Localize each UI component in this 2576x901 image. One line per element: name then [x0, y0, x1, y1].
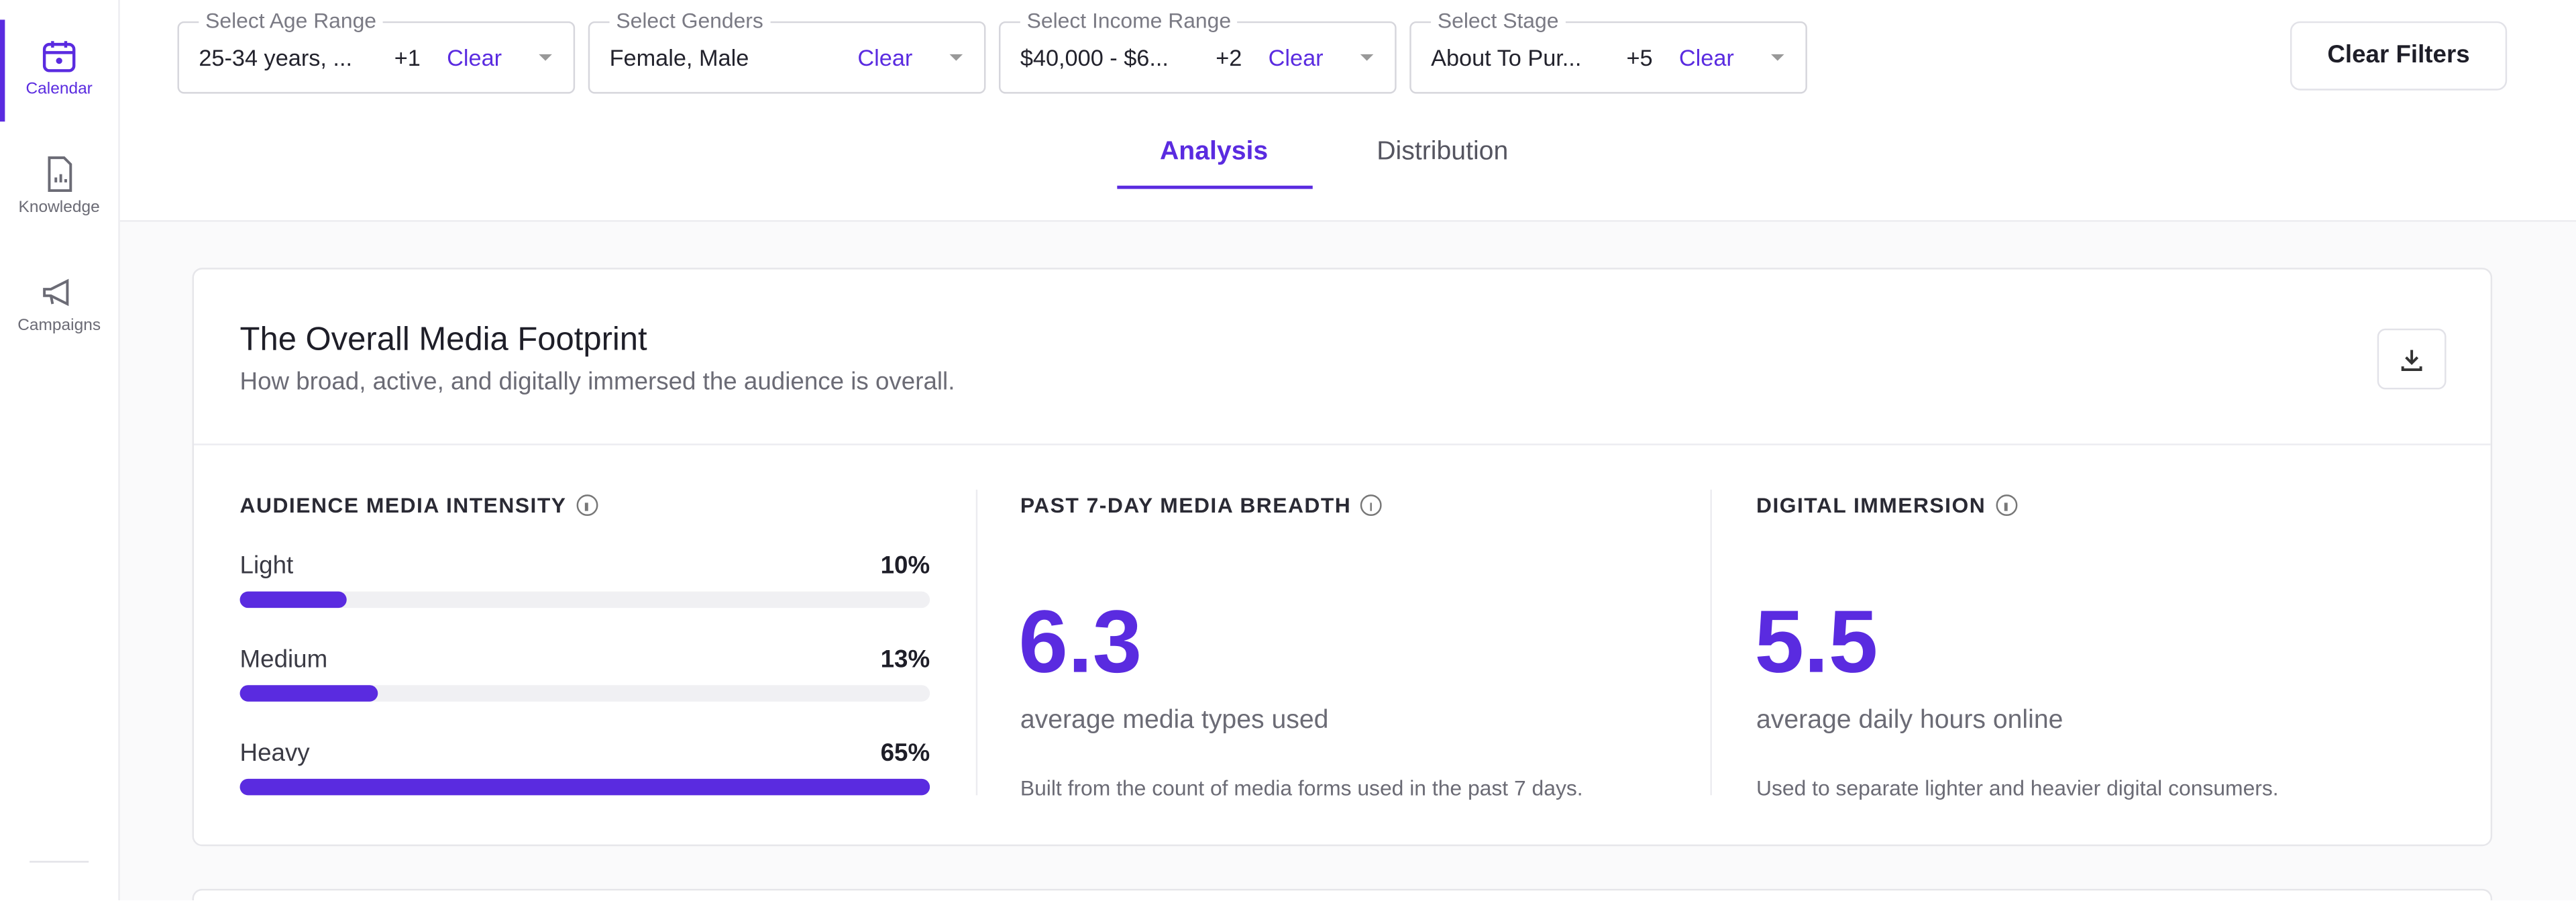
filter[interactable]: Select Genders Female, Male Clear — [588, 8, 986, 94]
divider — [30, 861, 89, 863]
metric-value: 6.3 — [1018, 593, 1142, 692]
metric-value: 5.5 — [1754, 593, 1878, 692]
filter-value: $40,000 - $6... — [1020, 44, 1169, 71]
calendar-icon — [42, 41, 76, 72]
row-label: Light — [239, 551, 294, 580]
filter-count: +2 — [1216, 44, 1242, 71]
filter-count: +1 — [394, 44, 421, 71]
nav-label: Knowledge — [18, 199, 100, 217]
filter-legend: Select Stage — [1431, 8, 1566, 33]
bar-track — [239, 685, 930, 702]
filter-value: 25-34 years, ... — [199, 44, 353, 71]
bar-track — [239, 778, 930, 796]
nav-label: Calendar — [25, 81, 93, 99]
section-title: PAST 7-DAY MEDIA BREADTH — [1020, 492, 1383, 518]
clear-link[interactable]: Clear — [1678, 44, 1734, 71]
section-title: DIGITAL IMMERSION — [1756, 492, 2017, 518]
bar — [239, 778, 930, 796]
section-title-text: AUDIENCE MEDIA INTENSITY — [239, 492, 567, 518]
card-subtitle: How broad, active, and digitally immerse… — [239, 368, 955, 396]
row-value: 13% — [880, 645, 930, 674]
clear-link[interactable]: Clear — [857, 44, 913, 71]
nav-item[interactable]: Campaigns — [0, 273, 118, 335]
filter[interactable]: Select Stage About To Pur... +5 Clear — [1409, 8, 1807, 94]
info-icon[interactable] — [576, 494, 598, 516]
row-value: 65% — [880, 739, 930, 767]
filter-legend: Select Age Range — [199, 8, 383, 33]
filter-value: About To Pur... — [1431, 44, 1582, 71]
section-title-text: DIGITAL IMMERSION — [1756, 492, 1986, 518]
sidebar: Calendar Knowledge Campaigns — [0, 0, 120, 901]
filter-legend: Select Income Range — [1020, 8, 1238, 33]
tab-underline — [1117, 185, 1313, 189]
filter[interactable]: Select Income Range $40,000 - $6... +2 C… — [998, 8, 1397, 94]
tab-active[interactable]: Analysis — [1159, 138, 1269, 166]
chevron — [539, 54, 552, 61]
download-icon — [2401, 350, 2422, 371]
bar — [239, 591, 346, 608]
section-title: AUDIENCE MEDIA INTENSITY — [239, 492, 598, 518]
metric-caption: average daily hours online — [1756, 706, 2063, 735]
tab[interactable]: Distribution — [1377, 138, 1509, 166]
active-indicator — [0, 19, 5, 122]
filter-legend: Select Genders — [609, 8, 770, 33]
nav-item[interactable]: Knowledge — [0, 154, 118, 217]
info-icon[interactable] — [1360, 494, 1383, 516]
nav-label: Campaigns — [17, 317, 101, 335]
filter-value: Female, Male — [609, 44, 749, 71]
filter[interactable]: Select Age Range 25-34 years, ... +1 Cle… — [177, 8, 576, 94]
row-value: 10% — [880, 551, 930, 580]
card-title: The Overall Media Footprint — [239, 322, 647, 358]
campaigns-icon — [43, 278, 69, 307]
clear-link[interactable]: Clear — [447, 44, 502, 71]
clear-link[interactable]: Clear — [1268, 44, 1324, 71]
download-button[interactable] — [2377, 328, 2447, 390]
chevron — [1360, 54, 1374, 61]
filter-count: +5 — [1626, 44, 1653, 71]
clear-filters-button[interactable]: Clear Filters — [2290, 21, 2508, 91]
metric-note: Used to separate lighter and heavier dig… — [1756, 775, 2279, 800]
bar — [239, 685, 378, 702]
next-card — [192, 888, 2493, 901]
row-label: Medium — [239, 645, 328, 674]
metric-caption: average media types used — [1020, 706, 1329, 735]
section-title-text: PAST 7-DAY MEDIA BREADTH — [1020, 492, 1352, 518]
bar-track — [239, 591, 930, 608]
info-icon[interactable] — [1995, 494, 2017, 516]
card: The Overall Media Footprint How broad, a… — [192, 268, 2493, 847]
divider — [1710, 489, 1712, 796]
chevron — [1771, 54, 1784, 61]
metric-note: Built from the count of media forms used… — [1020, 775, 1583, 800]
divider — [193, 443, 2491, 445]
divider — [975, 489, 978, 796]
knowledge-icon — [48, 156, 72, 193]
chevron — [949, 54, 963, 61]
nav-item[interactable]: Calendar — [0, 36, 118, 99]
row-label: Heavy — [239, 739, 310, 767]
